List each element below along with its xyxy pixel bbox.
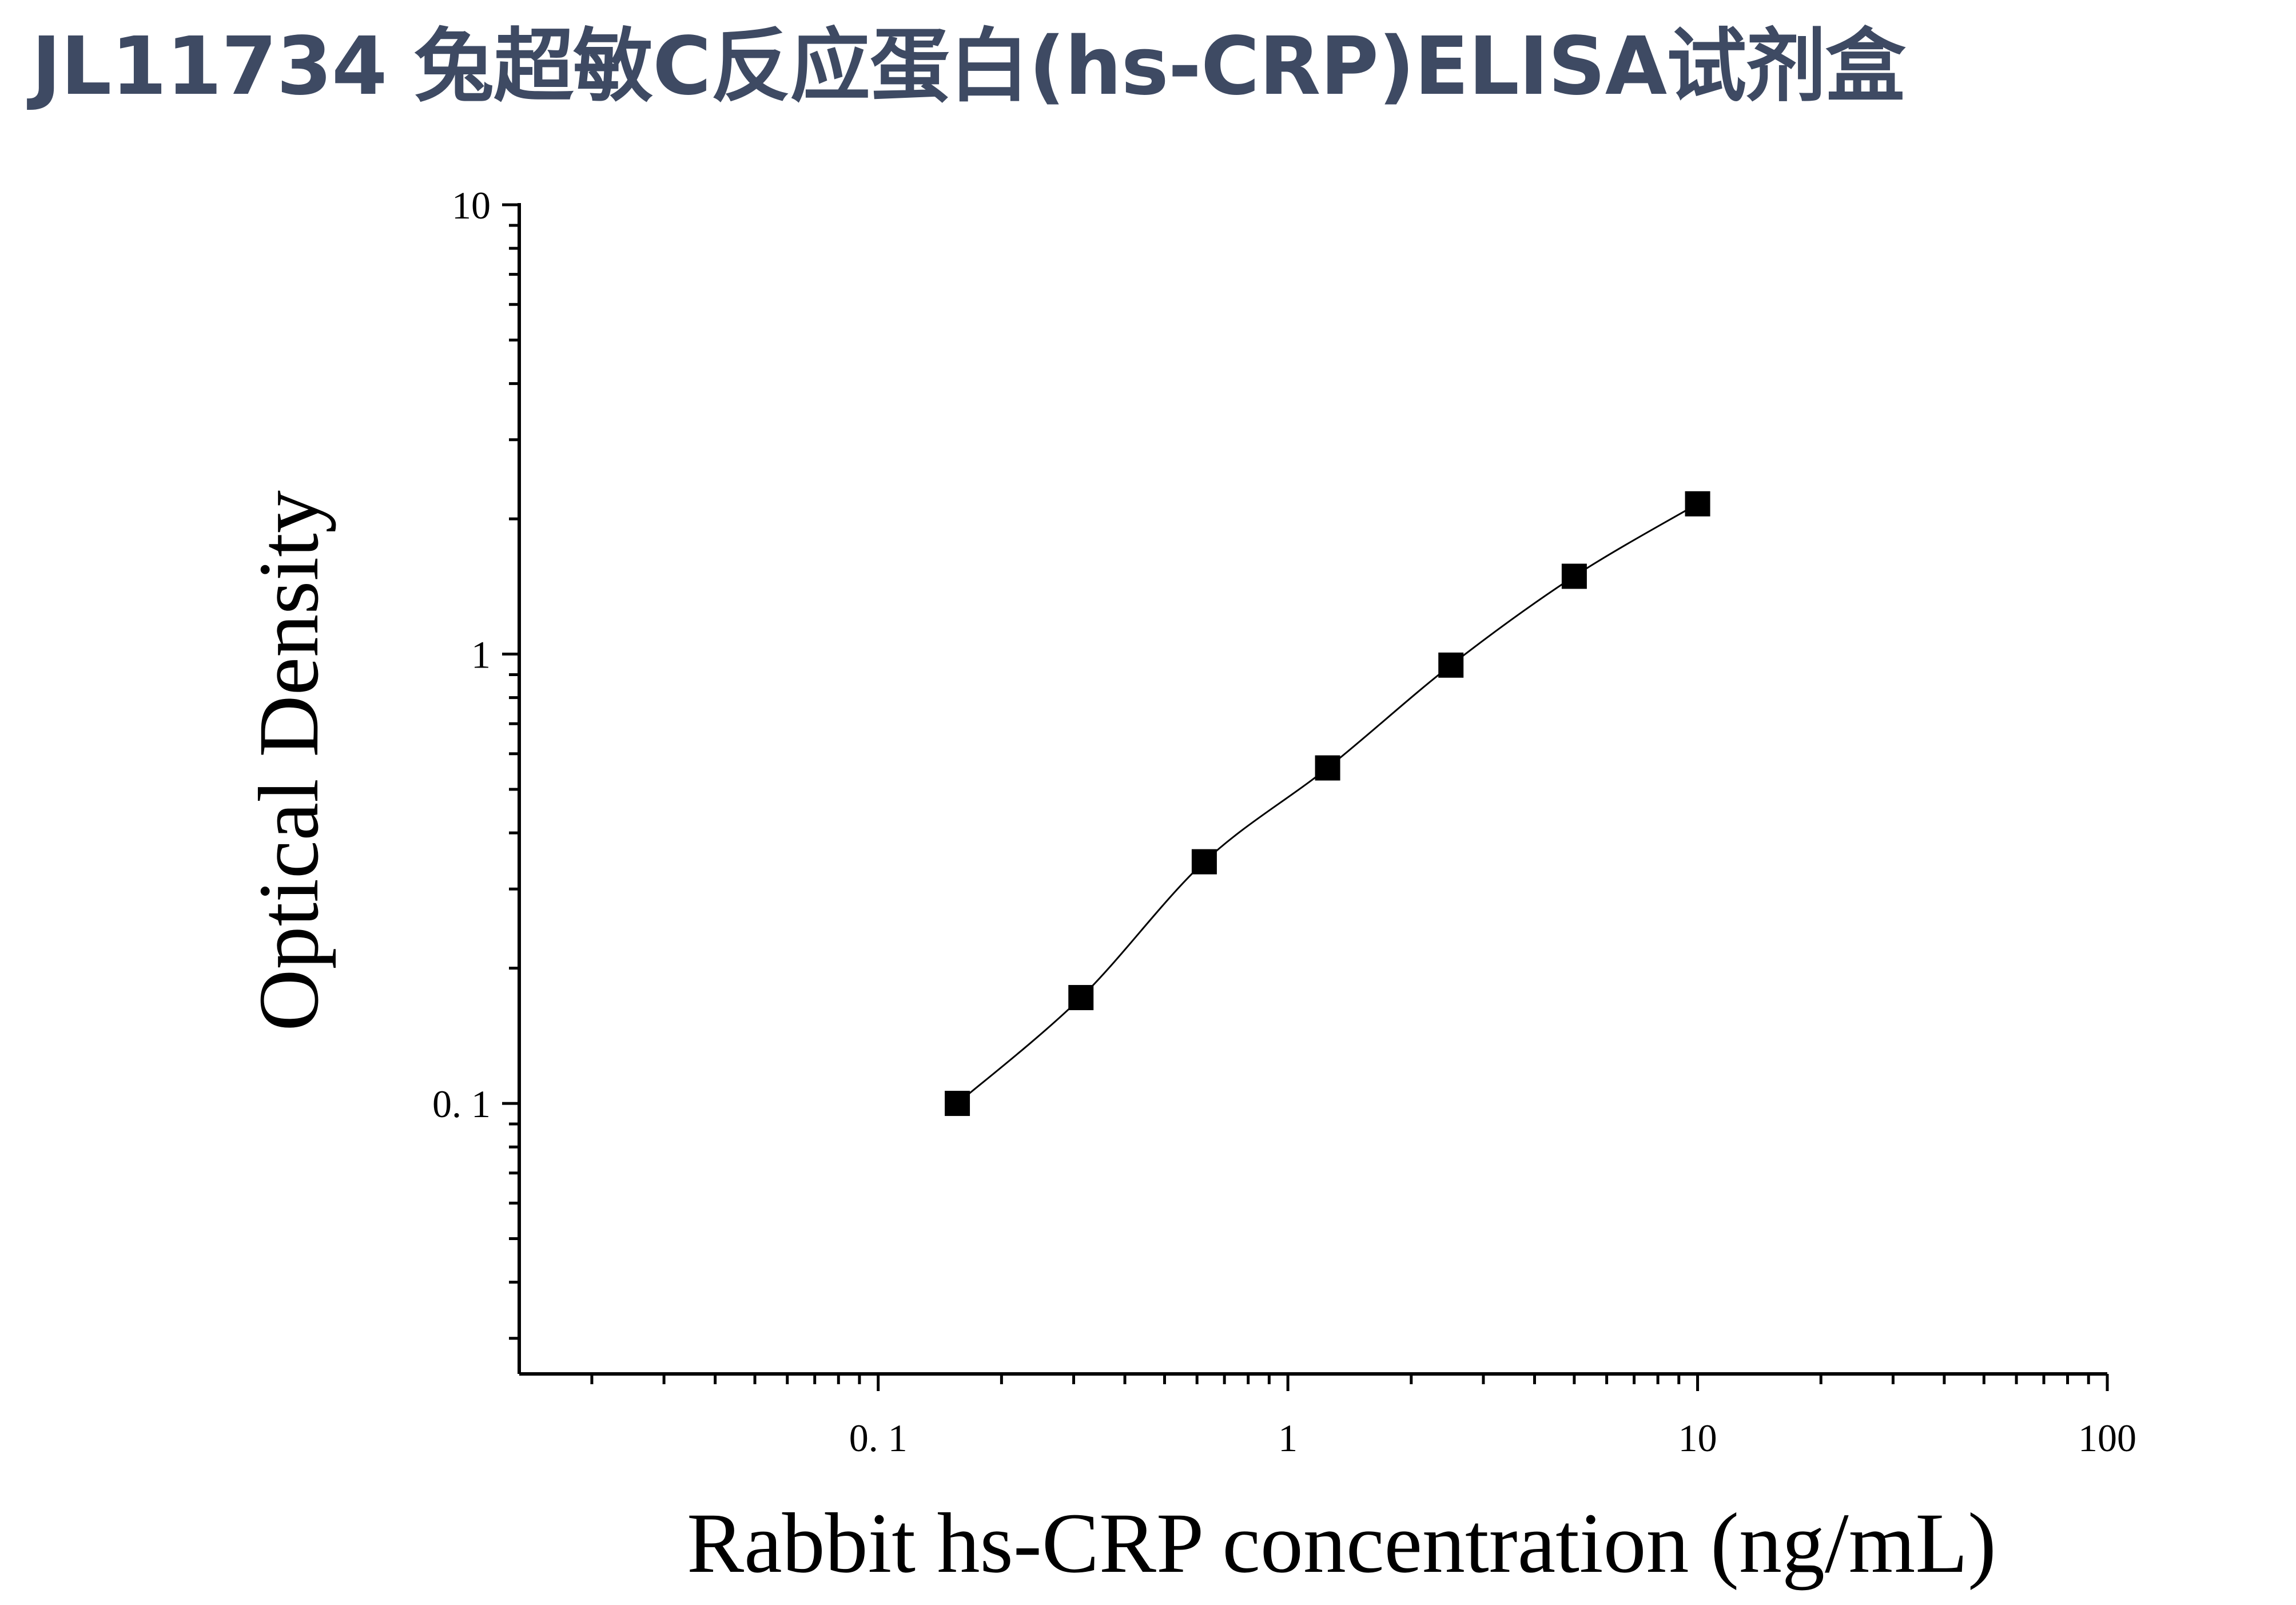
axes: 0. 1 1 10 100 0. 1 1 10 <box>432 184 2136 1460</box>
data-point <box>1438 652 1464 678</box>
y-tick-label: 0. 1 <box>432 1082 491 1126</box>
y-axis-label: Optical Density <box>241 490 336 1031</box>
x-tick-label: 1 <box>1278 1416 1298 1460</box>
data-point <box>1315 755 1340 781</box>
y-tick-label: 10 <box>452 184 491 227</box>
fit-curve-layer <box>957 503 1698 1105</box>
x-tick-label: 10 <box>1678 1416 1717 1460</box>
data-point <box>945 1091 970 1117</box>
data-point <box>1685 491 1710 517</box>
data-point <box>1561 563 1587 589</box>
page-title: JL11734 兔超敏C反应蛋白(hs-CRP)ELISA试剂盒 <box>31 20 1905 113</box>
fit-curve <box>957 503 1698 1105</box>
y-tick-label: 1 <box>471 633 491 677</box>
data-point <box>1068 985 1094 1011</box>
data-points <box>945 491 1710 1117</box>
x-tick-label: 100 <box>2078 1416 2136 1460</box>
data-point <box>1191 849 1217 875</box>
x-axis-label: Rabbit hs-CRP concentration (ng/mL) <box>687 1496 1996 1591</box>
x-tick-label: 0. 1 <box>849 1416 908 1460</box>
